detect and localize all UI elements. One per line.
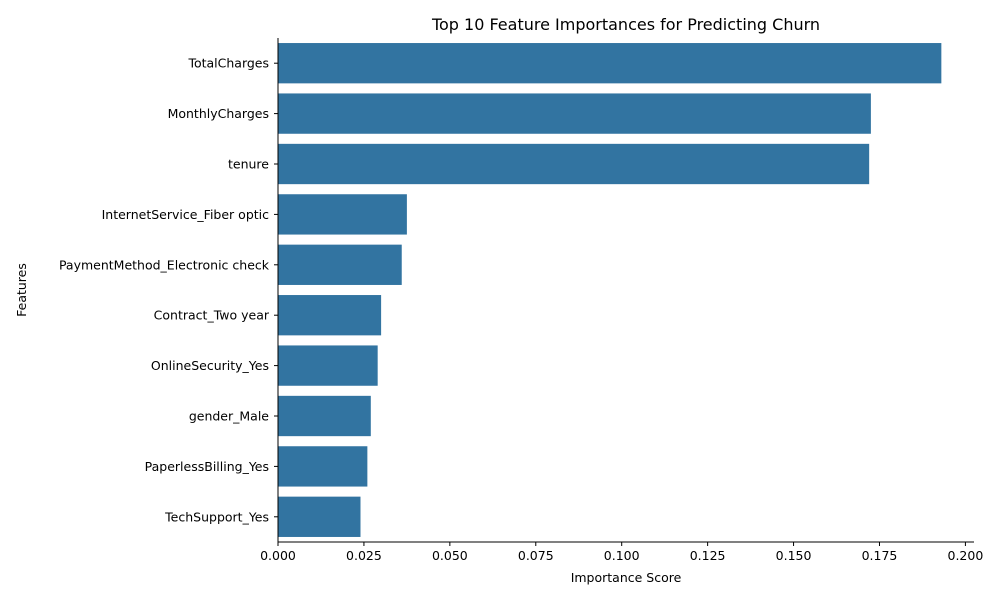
x-tick-label: 0.175 xyxy=(862,548,898,563)
y-tick-label: TechSupport_Yes xyxy=(164,509,269,524)
y-tick-label: gender_Male xyxy=(189,409,269,424)
x-tick-label: 0.050 xyxy=(432,548,468,563)
y-tick-label: tenure xyxy=(228,157,269,172)
bar xyxy=(278,295,382,336)
bar xyxy=(278,496,361,537)
y-tick-label: PaymentMethod_Electronic check xyxy=(59,257,270,272)
bar xyxy=(278,244,402,285)
y-ticks-layer: TotalCharges MonthlyCharges tenure Internet… xyxy=(59,56,278,524)
x-tick-label: 0.100 xyxy=(604,548,640,563)
chart-title: Top 10 Feature Importances for Predictin… xyxy=(431,15,820,34)
x-tick-label: 0.025 xyxy=(346,548,382,563)
bar xyxy=(278,395,371,437)
x-tick-label: 0.075 xyxy=(518,548,554,563)
y-tick-label: TotalCharges xyxy=(187,56,269,71)
bars-layer xyxy=(278,43,942,537)
x-tick-label: 0.150 xyxy=(776,548,812,563)
y-tick-label: InternetService_Fiber optic xyxy=(102,207,270,222)
y-axis-label: Features xyxy=(14,263,29,317)
bar xyxy=(278,43,942,84)
x-ticks-layer: 0.000 0.025 0.050 0.075 0.100 0.125 0.150 0.175… xyxy=(260,542,983,563)
x-tick-label: 0.000 xyxy=(260,548,296,563)
y-tick-label: OnlineSecurity_Yes xyxy=(151,358,269,373)
bar xyxy=(278,93,871,134)
bar xyxy=(278,345,378,386)
x-tick-label: 0.200 xyxy=(948,548,984,563)
y-tick-label: Contract_Two year xyxy=(154,308,270,323)
x-axis-label: Importance Score xyxy=(571,570,682,585)
bar xyxy=(278,446,368,487)
bar xyxy=(278,194,407,235)
x-tick-label: 0.125 xyxy=(690,548,726,563)
y-tick-label: PaperlessBilling_Yes xyxy=(145,459,269,474)
y-tick-label: MonthlyCharges xyxy=(168,106,269,121)
bar xyxy=(278,143,870,185)
